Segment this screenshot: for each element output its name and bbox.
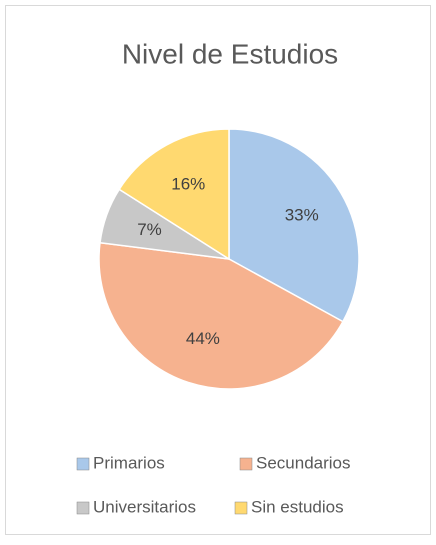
legend-label: Primarios: [93, 453, 165, 472]
data-label: 7%: [137, 220, 162, 239]
legend-label: Universitarios: [93, 497, 196, 516]
pie-slice: [228, 128, 360, 323]
pie-slice: [118, 128, 230, 261]
chart-title: Nivel de Estudios: [122, 38, 338, 69]
data-label: 16%: [171, 174, 205, 193]
pie-slice: [98, 241, 344, 390]
legend-swatch: [239, 457, 253, 471]
data-label: 44%: [186, 329, 220, 348]
legend-swatch: [234, 501, 248, 515]
legend-label: Secundarios: [256, 453, 351, 472]
data-label: 33%: [285, 205, 319, 224]
legend-label: Sin estudios: [251, 497, 344, 516]
legend-swatch: [76, 457, 90, 471]
legend-swatch: [76, 501, 90, 515]
